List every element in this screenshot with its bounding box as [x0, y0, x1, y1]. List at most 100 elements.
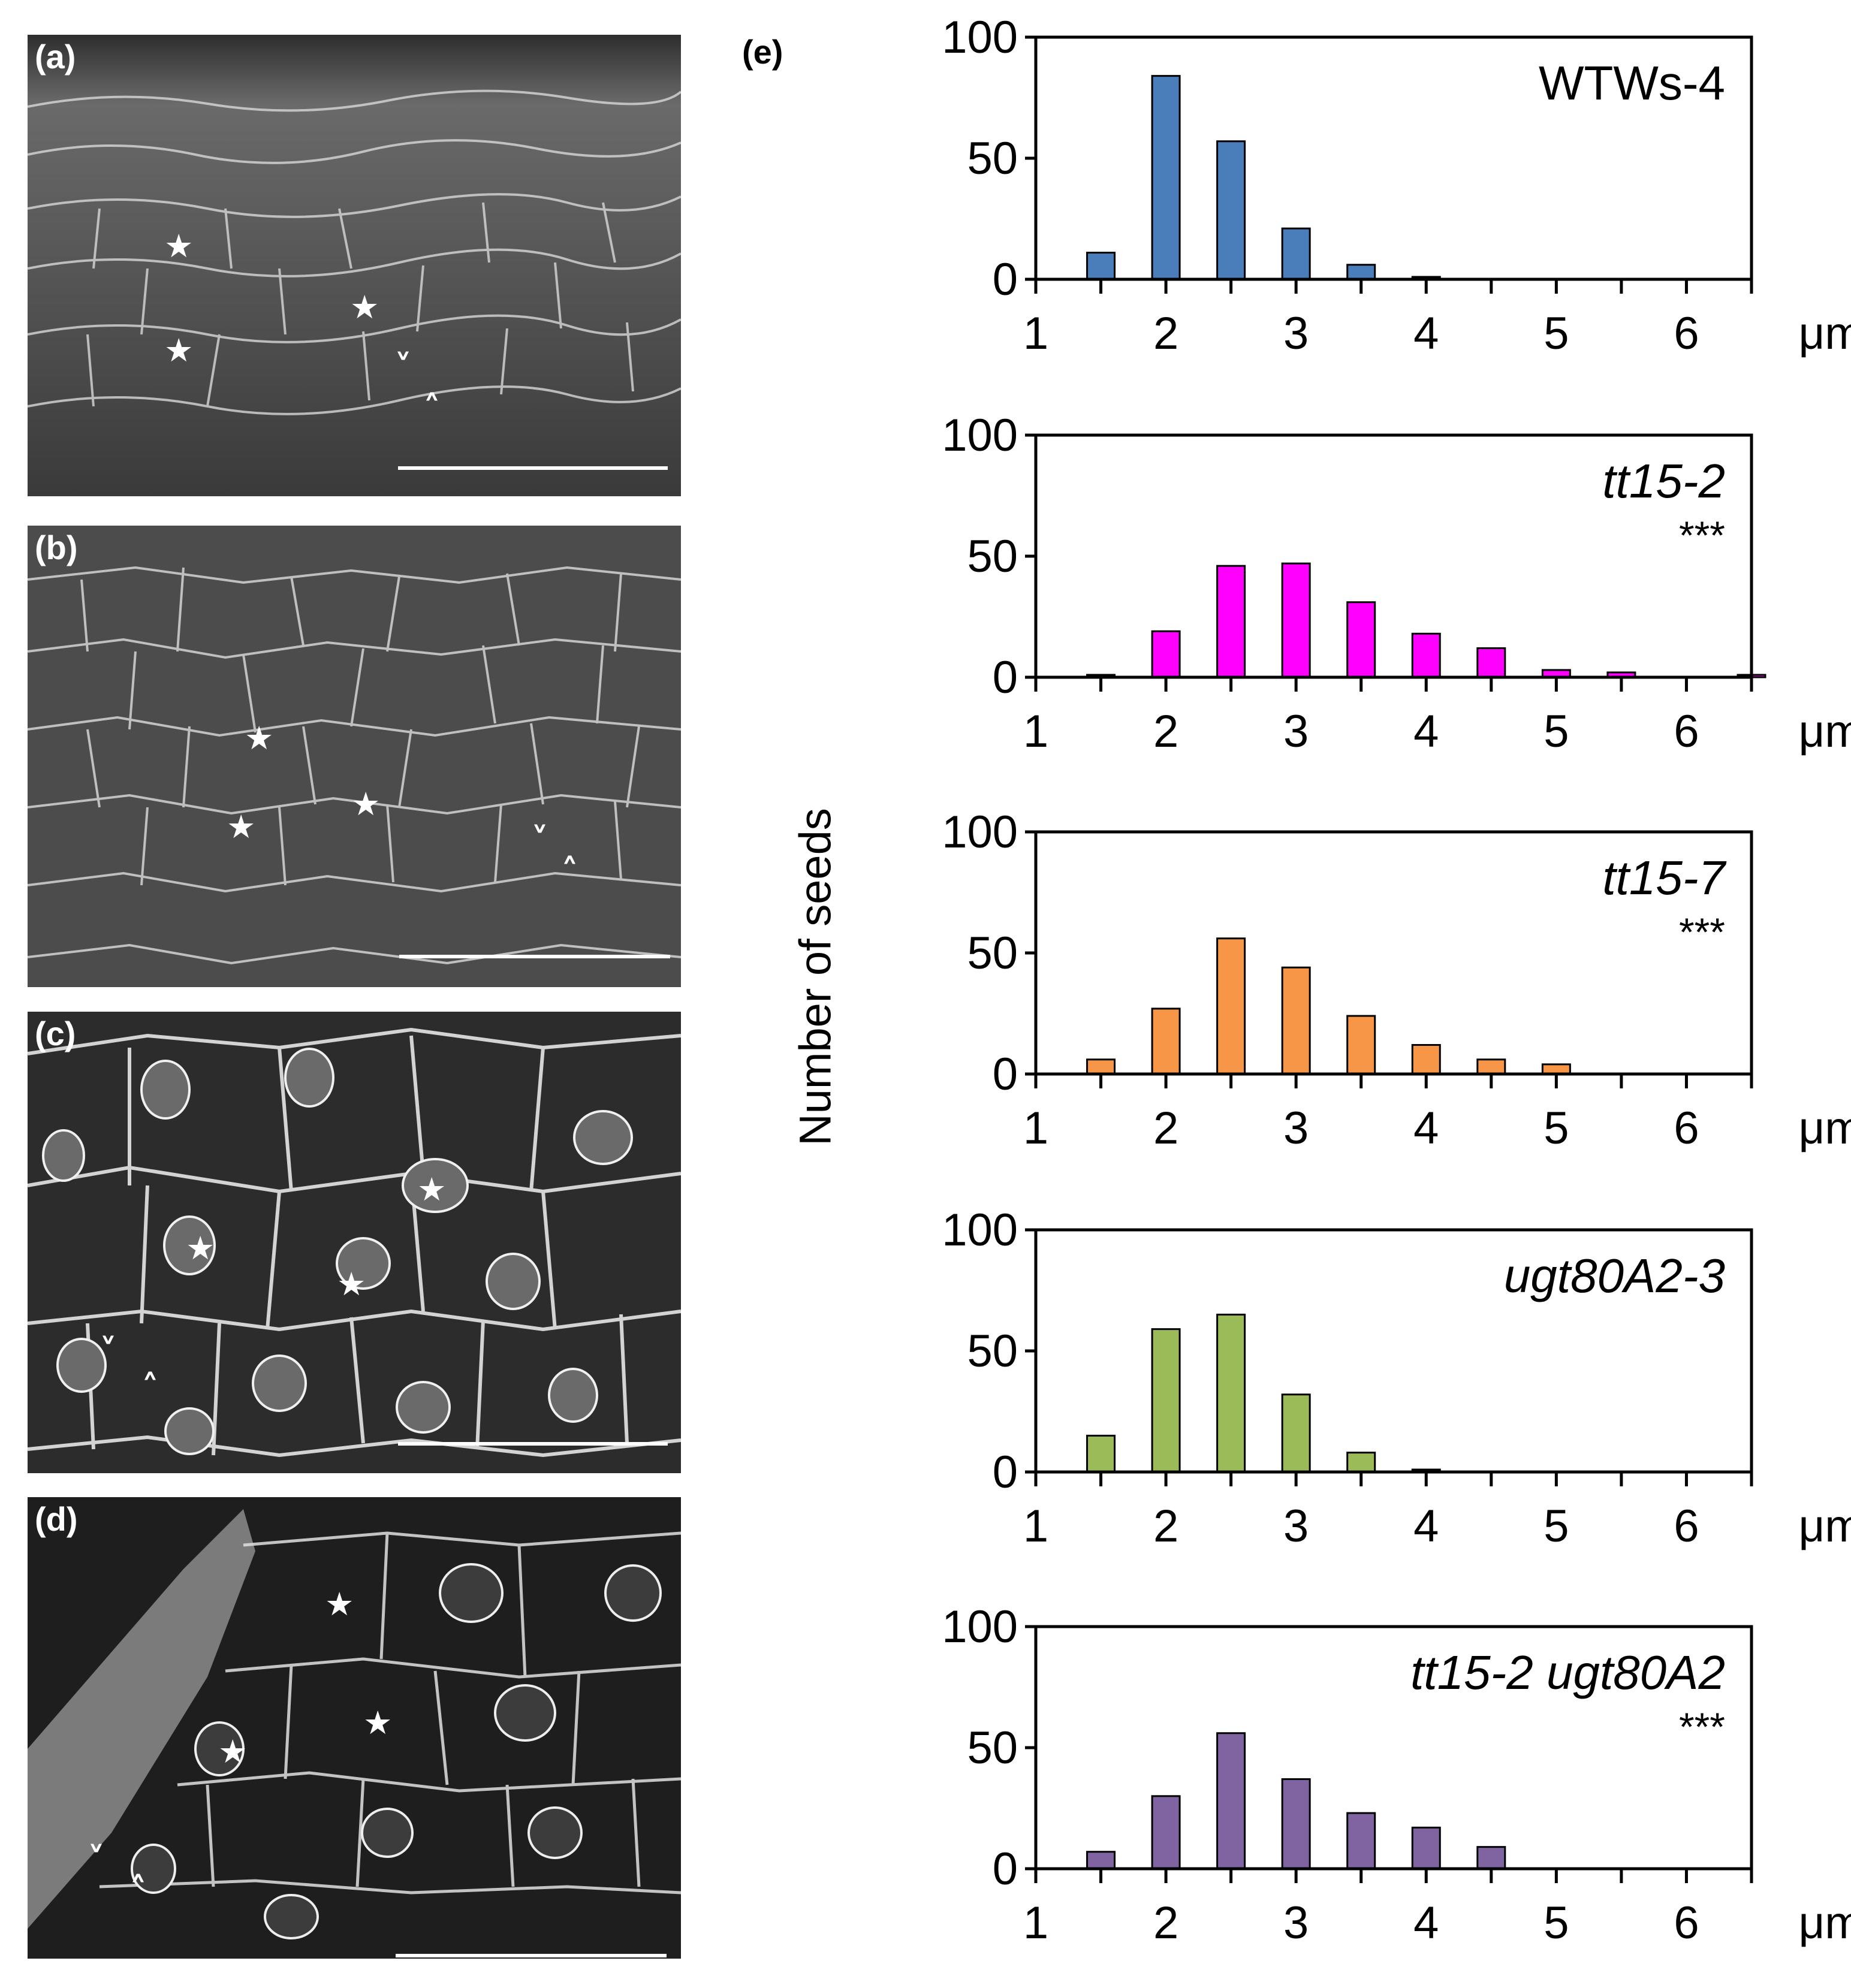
panel-label-d: (d): [35, 1500, 78, 1538]
star-marker: ★: [363, 1704, 393, 1742]
y-tick-label: 50: [967, 1722, 1018, 1773]
series-title: ugt80A2-3: [1504, 1249, 1725, 1302]
x-tick-label: 6: [1674, 1103, 1699, 1154]
bar: [1151, 1007, 1181, 1075]
x-axis-unit: μm: [1798, 308, 1851, 359]
sem-image-a: [28, 35, 681, 496]
y-tick-label: 100: [942, 807, 1018, 858]
bar: [1086, 1851, 1116, 1870]
bar: [1086, 252, 1116, 280]
sem-panel-d: (d) ★ ★ ★ ˅ ˄: [28, 1497, 681, 1959]
x-tick-label: 3: [1283, 1898, 1309, 1948]
bar: [1216, 1732, 1246, 1870]
bar: [1151, 1795, 1181, 1870]
bar: [1151, 75, 1181, 280]
sem-panel-a: (a) ★ ★ ★ ˅ ˄: [28, 35, 681, 496]
y-tick-label: 0: [993, 254, 1018, 305]
bar: [1346, 1015, 1376, 1075]
star-marker: ★: [351, 785, 381, 823]
x-tick-label: 5: [1543, 308, 1569, 359]
x-tick-label: 4: [1413, 308, 1439, 359]
x-tick-label: 6: [1674, 706, 1699, 757]
arrowhead-marker: ˄: [129, 1869, 147, 1910]
histogram-1: 0 50 100 1 2 3 4 5 6 μm WTWs-4: [942, 12, 1851, 359]
series-title: WTWs-4: [1539, 56, 1725, 110]
bar: [1281, 1778, 1311, 1870]
star-marker: ★: [350, 288, 379, 326]
arrowhead-marker: ˅: [531, 820, 548, 861]
series-title: tt15-2 ugt80A2: [1410, 1646, 1725, 1699]
x-axis-unit: μm: [1798, 1898, 1851, 1948]
panel-label-e: (e): [742, 33, 783, 71]
sem-image-c: [28, 1012, 681, 1473]
x-tick-label: 4: [1413, 706, 1439, 757]
x-tick-label: 1: [1023, 1103, 1048, 1154]
x-tick-label: 6: [1674, 1501, 1699, 1552]
sem-image-d: [28, 1497, 681, 1959]
star-marker: ★: [337, 1265, 366, 1303]
scale-bar: [398, 1442, 668, 1446]
bar: [1151, 630, 1181, 678]
bar: [1086, 1434, 1116, 1473]
x-tick-label: 3: [1283, 706, 1309, 757]
bar: [1346, 1452, 1376, 1473]
x-axis-unit: μm: [1798, 706, 1851, 757]
y-tick-label: 100: [942, 410, 1018, 461]
bar: [1216, 1313, 1246, 1473]
x-tick-label: 4: [1413, 1898, 1439, 1948]
x-tick-label: 5: [1543, 1501, 1569, 1552]
bar: [1476, 1846, 1506, 1870]
x-tick-label: 6: [1674, 308, 1699, 359]
x-tick-label: 5: [1543, 1103, 1569, 1154]
scale-bar: [399, 955, 670, 958]
sem-image-b: [28, 526, 681, 987]
histogram-3: 0 50 100 1 2 3 4 5 6 μm tt15-7 ***: [942, 807, 1851, 1154]
y-tick-label: 0: [993, 652, 1018, 703]
bar: [1216, 140, 1246, 280]
y-tick-label: 50: [967, 1326, 1018, 1377]
x-tick-label: 2: [1153, 1501, 1178, 1552]
x-tick-label: 1: [1023, 1898, 1048, 1948]
histogram-5: 0 50 100 1 2 3 4 5 6 μm tt15-2 ugt80A2 ***: [942, 1601, 1851, 1948]
bar: [1216, 937, 1246, 1075]
arrowhead-marker: ˄: [141, 1367, 159, 1408]
panel-label-a: (a): [35, 38, 76, 76]
bar: [1281, 562, 1311, 678]
y-tick-label: 50: [967, 928, 1018, 979]
star-marker: ★: [417, 1171, 447, 1208]
y-tick-label: 100: [942, 1601, 1018, 1652]
x-tick-label: 3: [1283, 1501, 1309, 1552]
x-tick-label: 5: [1543, 706, 1569, 757]
bar: [1346, 264, 1376, 280]
x-tick-label: 5: [1543, 1898, 1569, 1948]
bar: [1086, 1058, 1116, 1075]
x-tick-label: 4: [1413, 1103, 1439, 1154]
star-marker: ★: [227, 808, 256, 846]
scale-bar: [396, 1954, 667, 1957]
arrowhead-marker: ˅: [100, 1331, 117, 1372]
x-tick-label: 2: [1153, 706, 1178, 757]
bar: [1411, 632, 1441, 678]
bar: [1281, 966, 1311, 1075]
x-tick-label: 3: [1283, 308, 1309, 359]
significance-label: ***: [1679, 513, 1725, 557]
bar: [1281, 227, 1311, 280]
bar: [1346, 1812, 1376, 1870]
x-tick-label: 1: [1023, 706, 1048, 757]
bar: [1281, 1393, 1311, 1473]
star-marker: ★: [245, 719, 274, 757]
sem-panel-b: (b) ★ ★ ★ ˅ ˄: [28, 526, 681, 987]
y-tick-label: 100: [942, 1205, 1018, 1256]
x-tick-label: 2: [1153, 1898, 1178, 1948]
star-marker: ★: [325, 1585, 354, 1623]
bar: [1411, 1044, 1441, 1075]
bar: [1476, 1058, 1506, 1075]
y-tick-label: 50: [967, 133, 1018, 184]
bar: [1346, 601, 1376, 678]
star-marker: ★: [164, 227, 194, 265]
significance-label: ***: [1679, 910, 1725, 954]
scale-bar: [398, 466, 668, 470]
panel-label-c: (c): [35, 1015, 76, 1052]
star-marker: ★: [186, 1229, 215, 1267]
